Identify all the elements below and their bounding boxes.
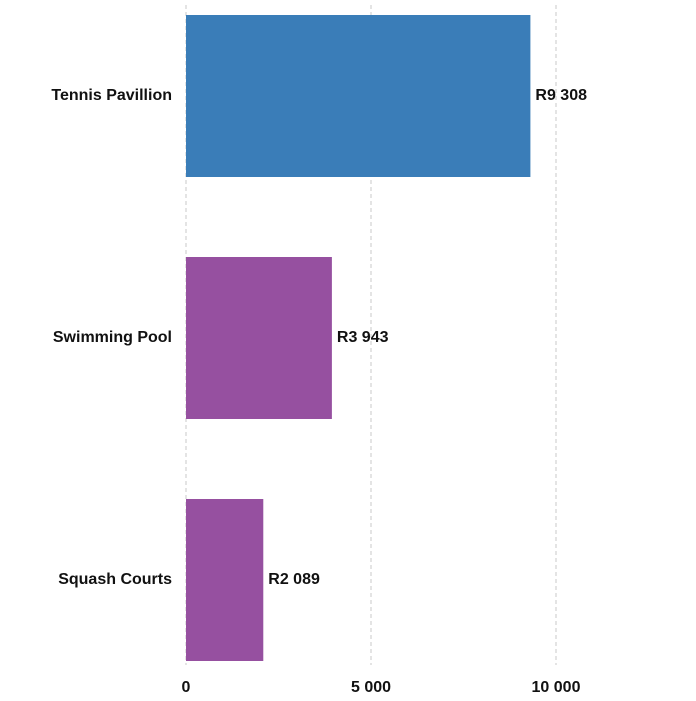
value-label: R9 308 <box>535 87 587 104</box>
value-label: R2 089 <box>268 571 320 588</box>
category-label: Tennis Pavillion <box>51 87 172 104</box>
x-tick-label: 5 000 <box>351 679 391 696</box>
value-label: R3 943 <box>337 329 389 346</box>
category-label: Squash Courts <box>58 571 172 588</box>
x-tick-label: 0 <box>182 679 191 696</box>
bar <box>186 15 531 177</box>
bar <box>186 257 332 419</box>
bar <box>186 499 264 661</box>
x-tick-label: 10 000 <box>532 679 581 696</box>
category-label: Swimming Pool <box>53 329 172 346</box>
